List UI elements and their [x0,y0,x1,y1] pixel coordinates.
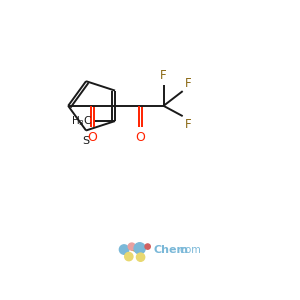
Circle shape [145,244,150,249]
Circle shape [119,245,129,254]
Text: Chem: Chem [154,244,188,254]
Text: S: S [82,136,90,146]
Circle shape [136,253,145,261]
Circle shape [134,243,145,254]
Text: O: O [87,130,97,144]
Text: F: F [185,118,191,130]
Text: H$_3$C: H$_3$C [71,114,92,128]
Text: F: F [160,69,167,82]
Circle shape [128,243,135,250]
Text: F: F [185,76,191,90]
Text: O: O [136,130,146,144]
Circle shape [125,253,133,261]
Text: .com: .com [177,244,201,254]
